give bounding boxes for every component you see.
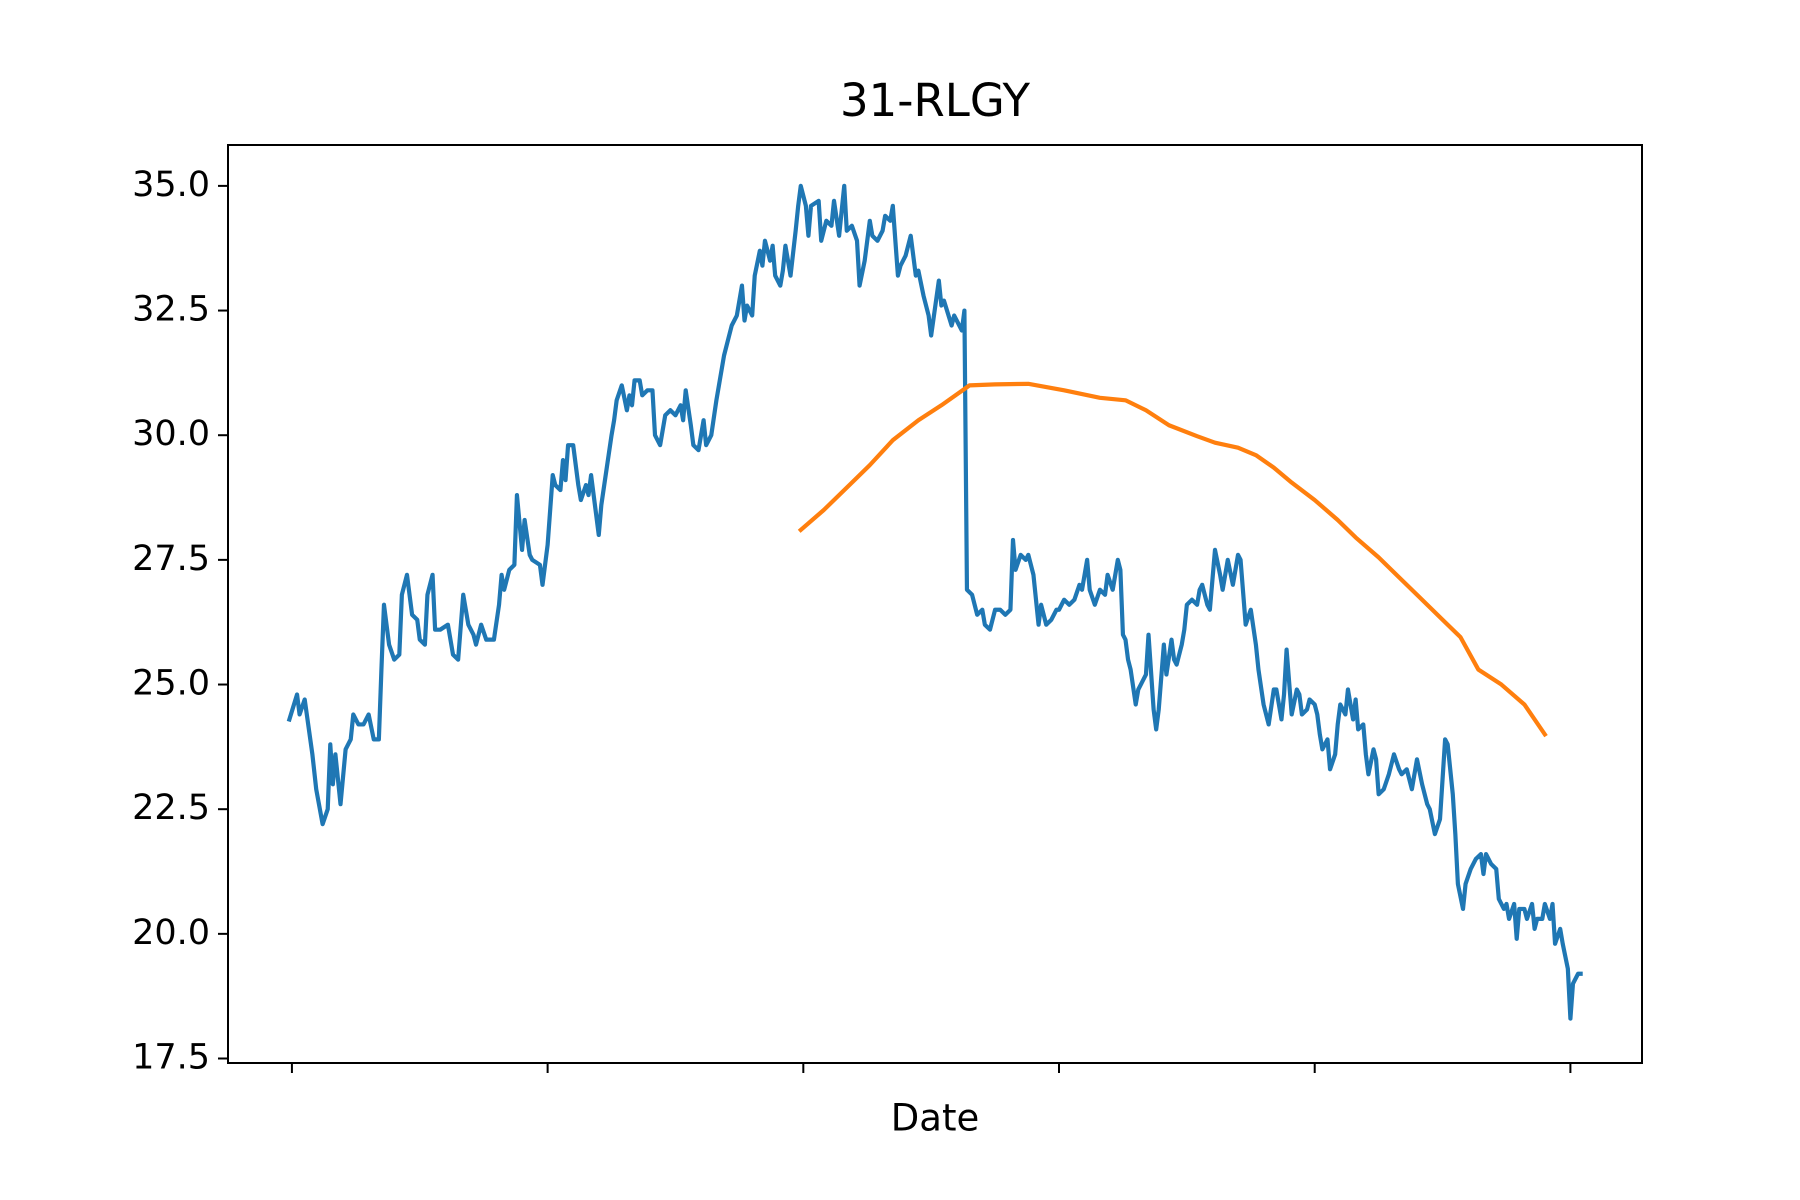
y-tick-label: 35.0	[132, 165, 210, 205]
series-line	[286, 183, 1583, 1021]
y-tick-label: 27.5	[132, 539, 210, 579]
y-tick-label: 30.0	[132, 414, 210, 454]
y-tick-label: 17.5	[132, 1038, 210, 1078]
chart-title: 31-RLGY	[840, 74, 1030, 127]
y-tick-label: 20.0	[132, 913, 210, 953]
plot-frame	[227, 144, 1643, 1064]
y-tick-label: 22.5	[132, 788, 210, 828]
y-tick-label: 32.5	[132, 290, 210, 330]
y-tick-label: 25.0	[132, 664, 210, 704]
x-axis-label: Date	[891, 1097, 979, 1140]
series-line	[797, 381, 1548, 738]
